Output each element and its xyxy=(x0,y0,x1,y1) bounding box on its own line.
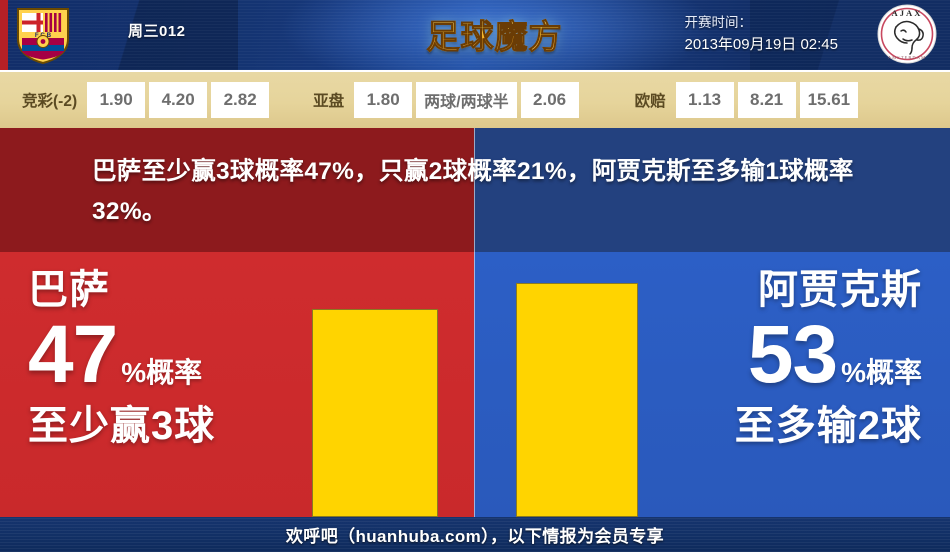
match-number: 周三012 xyxy=(128,23,186,40)
away-team-block: 阿贾克斯 53 %概率 至多输2球 xyxy=(642,252,942,517)
kickoff-value: 2013年09月19日 02:45 xyxy=(684,36,838,53)
home-probability-suffix: %概率 xyxy=(121,357,203,388)
footer-text: 欢呼吧（huanhuba.com），以下情报为会员专享 xyxy=(285,527,665,546)
odds-group-jingcai: 竞彩(-2) 1.90 4.20 2.82 xyxy=(14,82,271,118)
headline-text: 巴萨至少赢3球概率47%，只赢2球概率21%，阿贾克斯至多输1球概率32%。 xyxy=(92,158,854,225)
odds-cell[interactable]: 4.20 xyxy=(149,82,208,118)
odds-cell[interactable]: 15.61 xyxy=(799,82,859,118)
odds-group-label: 竞彩(-2) xyxy=(22,93,78,110)
away-outcome-description: 至多输2球 xyxy=(734,404,922,448)
home-band-top xyxy=(0,128,474,252)
kickoff-time-block: 开赛时间： 2013年09月19日 02:45 xyxy=(685,12,838,56)
home-probability-bar xyxy=(312,309,438,517)
ajax-crest-icon: AJAX AMSTERDAM xyxy=(876,3,938,65)
odds-group-label: 欧赔 xyxy=(634,93,666,110)
away-probability-suffix: %概率 xyxy=(841,357,922,388)
odds-group-label: 亚盘 xyxy=(313,93,345,110)
footer-bar: 欢呼吧（huanhuba.com），以下情报为会员专享 xyxy=(0,517,950,552)
odds-group-oupei: 欧赔 1.13 8.21 15.61 xyxy=(627,82,861,118)
odds-cell[interactable]: 8.21 xyxy=(737,82,796,118)
panel-divider xyxy=(474,128,475,517)
odds-cell[interactable]: 2.82 xyxy=(211,82,270,118)
away-probability-bar xyxy=(516,283,638,517)
odds-cell[interactable]: 1.80 xyxy=(354,82,413,118)
odds-bar: 竞彩(-2) 1.90 4.20 2.82 亚盘 1.80 两球/两球半 2.0… xyxy=(0,70,950,128)
away-band-top xyxy=(474,128,950,252)
away-probability-row: 53 %概率 xyxy=(642,314,922,396)
kickoff-label: 开赛时间： xyxy=(684,15,753,30)
odds-cell[interactable]: 2.06 xyxy=(520,82,579,118)
odds-group-yapan: 亚盘 1.80 两球/两球半 2.06 xyxy=(305,82,580,118)
away-team-name: 阿贾克斯 xyxy=(758,268,922,312)
odds-cell[interactable]: 1.90 xyxy=(87,82,146,118)
brand-logo[interactable]: 足球魔方 xyxy=(412,6,577,62)
home-probability-row: 47 %概率 xyxy=(28,314,308,396)
home-probability-value: 47 xyxy=(28,309,118,400)
home-team-name: 巴萨 xyxy=(28,268,110,312)
header-bar: F C B 周三012 足球魔方 开赛时间： 2013年09月19日 02:45 xyxy=(0,0,950,70)
svg-text:AJAX: AJAX xyxy=(892,8,923,18)
odds-cell[interactable]: 1.13 xyxy=(675,82,734,118)
home-team-block: 巴萨 47 %概率 至少赢3球 xyxy=(8,252,308,517)
main-panel: 巴萨至少赢3球概率47%，只赢2球概率21%，阿贾克斯至多输1球概率32%。 巴… xyxy=(0,128,950,517)
brand-logo-text: 足球魔方 xyxy=(426,10,563,58)
header-red-accent-strip xyxy=(0,0,8,70)
odds-cell-handicap[interactable]: 两球/两球半 xyxy=(416,82,517,118)
barcelona-crest-icon: F C B xyxy=(14,5,72,65)
away-probability-value: 53 xyxy=(747,309,838,400)
svg-text:AMSTERDAM: AMSTERDAM xyxy=(888,55,926,60)
home-outcome-description: 至少赢3球 xyxy=(28,404,216,448)
